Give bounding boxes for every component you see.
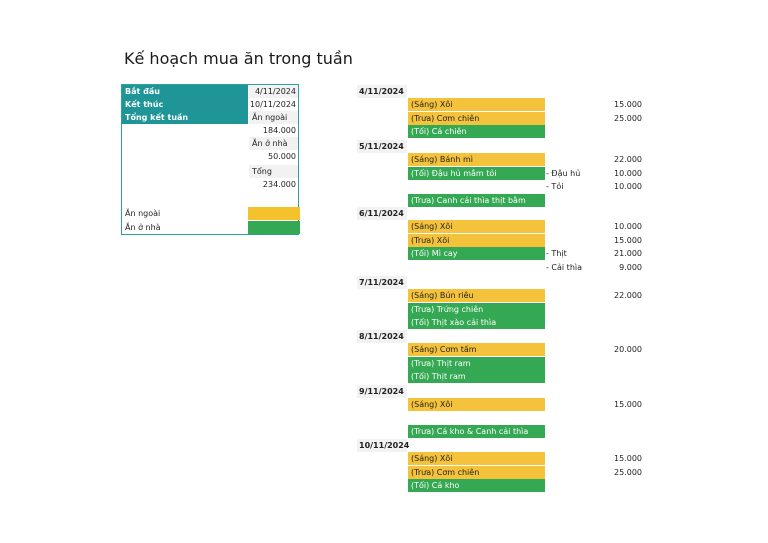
sum-value[interactable]: 234.000 <box>262 180 296 189</box>
eat-out-value[interactable]: 184.000 <box>262 126 296 135</box>
price-cell[interactable]: 9.000 <box>619 263 642 273</box>
start-value[interactable]: 4/11/2024 <box>249 85 298 98</box>
ingredient-cell[interactable]: - Cải thìa <box>546 263 583 273</box>
summary-panel: Bắt đầu 4/11/2024 Kết thúc 10/11/2024 Tổ… <box>121 84 300 235</box>
meal-cell[interactable]: (Tối) Đậu hủ mắm tỏi <box>408 166 545 180</box>
meal-cell[interactable]: (Sáng) Xôi <box>408 452 545 465</box>
meal-cell[interactable]: (Tối) Mì cay <box>408 247 545 261</box>
legend-out-label: Ăn ngoài <box>125 209 161 218</box>
date-cell[interactable]: 5/11/2024 <box>357 140 407 153</box>
meal-cell[interactable]: (Sáng) Bún riêu <box>408 289 545 302</box>
price-cell[interactable]: 21.000 <box>614 249 642 259</box>
date-cell[interactable]: 10/11/2024 <box>357 439 410 452</box>
price-cell[interactable]: 25.000 <box>614 113 642 123</box>
price-cell[interactable]: 22.000 <box>614 291 642 300</box>
meal-cell[interactable]: (Sáng) Xôi <box>408 98 545 111</box>
meal-cell[interactable]: (Sáng) Cơm tấm <box>408 343 545 356</box>
meal-cell[interactable]: (Trưa) Cơm chiên <box>408 465 545 479</box>
total-label: Tổng kết tuần <box>122 111 248 124</box>
ingredient-cell[interactable]: - Thịt <box>546 249 567 259</box>
end-value[interactable]: 10/11/2024 <box>249 100 296 109</box>
ingredient-cell[interactable]: - Đậu hủ <box>546 168 581 178</box>
meal-cell[interactable]: (Tối) Cá chiên <box>408 125 545 139</box>
date-cell[interactable]: 6/11/2024 <box>357 207 407 220</box>
legend-home-swatch <box>248 221 300 234</box>
meal-cell[interactable]: (Trưa) Cơm chiên <box>408 111 545 125</box>
date-cell[interactable]: 7/11/2024 <box>357 276 407 289</box>
date-cell[interactable]: 4/11/2024 <box>357 85 407 98</box>
price-cell[interactable]: 22.000 <box>614 155 642 164</box>
ingredient-cell[interactable]: - Tỏi <box>546 182 564 192</box>
meal-cell[interactable]: (Tối) Cá kho <box>408 479 545 493</box>
meal-cell[interactable]: (Trưa) Thịt ram <box>408 356 545 370</box>
meal-cell[interactable]: (Trưa) Cá kho & Canh cải thìa <box>408 425 545 439</box>
start-label: Bắt đầu <box>122 85 248 98</box>
price-cell[interactable]: 10.000 <box>614 168 642 178</box>
eat-home-value[interactable]: 50.000 <box>268 152 296 161</box>
eat-out-label: Ăn ngoài <box>249 111 298 124</box>
meal-cell[interactable]: (Sáng) Xôi <box>408 220 545 233</box>
price-cell[interactable]: 15.000 <box>614 235 642 245</box>
meal-cell[interactable]: (Tối) Thịt ram <box>408 370 545 384</box>
legend-home-label: Ăn ở nhà <box>125 223 161 232</box>
eat-home-label: Ăn ở nhà <box>249 137 298 150</box>
page-title: Kế hoạch mua ăn trong tuần <box>124 49 353 68</box>
meal-cell[interactable]: (Trưa) Canh cải thìa thịt bằm <box>408 194 545 208</box>
date-cell[interactable]: 8/11/2024 <box>357 330 407 343</box>
end-label: Kết thúc <box>122 98 248 111</box>
date-cell[interactable]: 9/11/2024 <box>357 385 407 398</box>
price-cell[interactable]: 15.000 <box>614 100 642 109</box>
meal-cell[interactable]: (Tối) Thịt xào cải thìa <box>408 316 545 330</box>
meal-cell[interactable]: (Trưa) Xôi <box>408 233 545 247</box>
price-cell[interactable]: 10.000 <box>614 222 642 231</box>
price-cell[interactable]: 20.000 <box>614 345 642 354</box>
price-cell[interactable]: 15.000 <box>614 454 642 463</box>
price-cell[interactable]: 25.000 <box>614 467 642 477</box>
meal-cell[interactable]: (Sáng) Xôi <box>408 398 545 411</box>
meal-cell[interactable]: (Sáng) Bánh mì <box>408 153 545 166</box>
price-cell[interactable]: 10.000 <box>614 182 642 192</box>
price-cell[interactable]: 15.000 <box>614 400 642 409</box>
sum-label: Tổng <box>249 165 298 178</box>
legend-out-swatch <box>248 207 300 220</box>
meal-cell[interactable]: (Trưa) Trứng chiên <box>408 302 545 316</box>
